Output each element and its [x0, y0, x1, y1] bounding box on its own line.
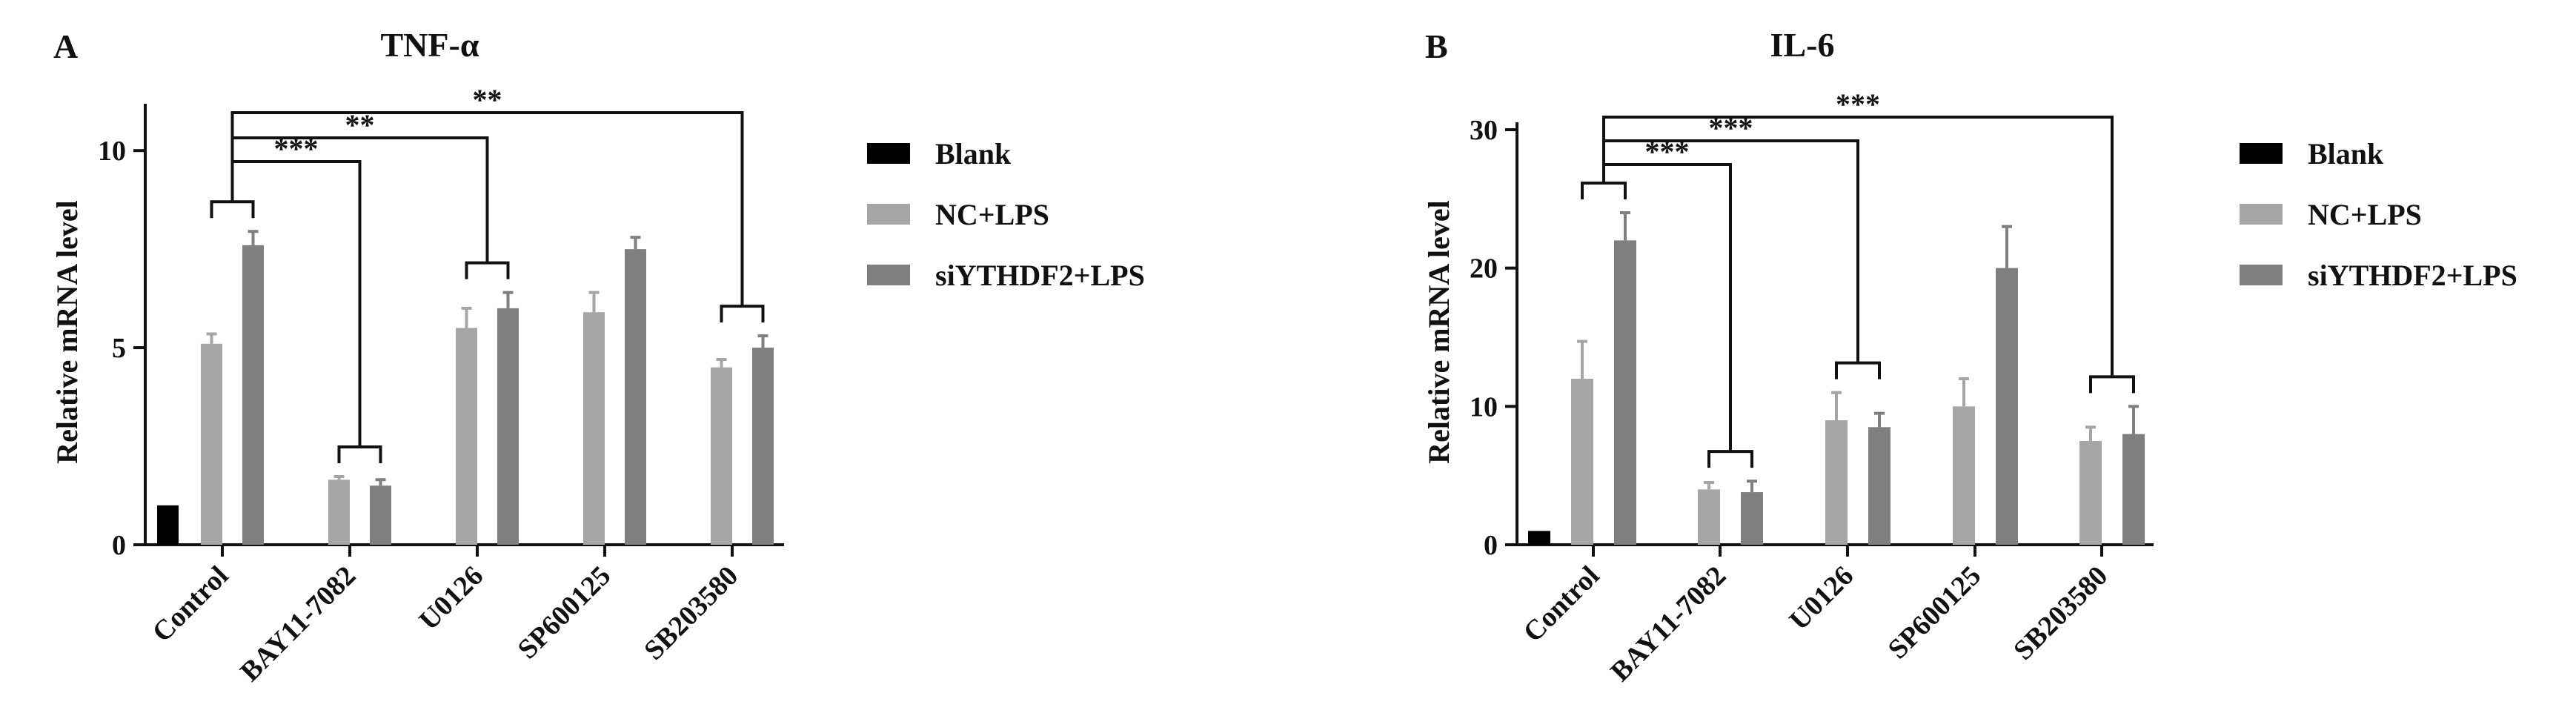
legend-swatch	[2240, 204, 2283, 225]
significance-label: **	[345, 108, 375, 142]
bar	[1825, 420, 1848, 545]
bar	[583, 312, 605, 545]
comparison-bracket	[1602, 139, 1859, 363]
y-tick-label: 0	[1484, 530, 1498, 561]
x-tick-label: U0126	[414, 560, 490, 637]
y-tick-label: 30	[1470, 115, 1498, 146]
bar	[1528, 531, 1550, 545]
significance-label: **	[473, 83, 502, 116]
legend-label: siYTHDF2+LPS	[2308, 259, 2517, 292]
comparison-bracket	[1602, 163, 1732, 452]
bar	[752, 348, 774, 545]
legend-label: Blank	[935, 137, 1012, 170]
x-tick-label: BAY11-7082	[234, 560, 362, 688]
x-tick-label: Control	[1518, 560, 1606, 649]
bar	[2079, 441, 2102, 545]
pair-bracket	[1581, 182, 1627, 199]
bar	[1571, 379, 1593, 545]
legend-swatch	[867, 143, 910, 164]
significance-label: ***	[1645, 135, 1690, 168]
legend-a: Blank NC+LPS siYTHDF2+LPS	[867, 137, 1145, 292]
bar	[370, 485, 391, 545]
x-tick-label: U0126	[1784, 560, 1860, 637]
bar	[2122, 434, 2145, 545]
significance-label: ***	[274, 132, 319, 165]
significance-label: ***	[1709, 111, 1753, 145]
legend-b: Blank NC+LPS siYTHDF2+LPS	[2240, 137, 2517, 292]
legend-label: siYTHDF2+LPS	[935, 259, 1145, 292]
legend-swatch	[867, 204, 910, 225]
pair-bracket	[720, 305, 765, 323]
x-tick-label: SP600125	[512, 560, 617, 666]
chart-title-a: TNF-α	[381, 26, 479, 64]
pair-bracket	[210, 200, 255, 219]
x-tick-label: SB203580	[638, 560, 744, 666]
y-tick-label: 20	[1470, 253, 1498, 285]
legend-label: NC+LPS	[935, 198, 1049, 231]
x-tick-label: SP600125	[1882, 560, 1988, 666]
bar	[1996, 268, 2018, 545]
panel-letter-b: B	[1425, 27, 1448, 65]
legend-label: Blank	[2308, 137, 2384, 170]
bar	[157, 505, 179, 545]
legend-swatch	[867, 265, 910, 285]
bar	[1868, 427, 1890, 545]
pair-bracket	[1707, 450, 1753, 468]
pair-bracket	[337, 445, 382, 463]
panel-b: B IL-6 Relative mRNA level 0 10 20 30 Contro…	[1422, 26, 2517, 688]
legend-label: NC+LPS	[2308, 198, 2422, 231]
legend-swatch	[2240, 143, 2283, 164]
significance-label: ***	[1836, 87, 1880, 121]
y-tick-label: 10	[1470, 391, 1498, 422]
bar	[1741, 492, 1763, 545]
y-axis-label-b: Relative mRNA level	[1422, 200, 1455, 463]
panel-letter-a: A	[53, 27, 78, 65]
bar	[328, 480, 350, 545]
bar	[456, 328, 477, 545]
pair-bracket	[2089, 375, 2135, 394]
pair-bracket	[1835, 361, 1881, 379]
legend-swatch	[2240, 265, 2283, 285]
bar	[242, 245, 264, 545]
y-tick-label: 5	[112, 333, 126, 364]
x-tick-label: BAY11-7082	[1604, 560, 1732, 688]
x-tick-label: Control	[147, 560, 235, 649]
bar	[201, 343, 222, 545]
bar	[1698, 489, 1720, 545]
bar	[625, 249, 646, 545]
bar	[497, 308, 519, 545]
bar	[711, 367, 732, 545]
x-tick-label: SB203580	[2008, 560, 2114, 666]
bar	[1953, 406, 1975, 545]
chart-title-b: IL-6	[1770, 26, 1835, 64]
y-axis-label-a: Relative mRNA level	[50, 200, 84, 463]
comparison-bracket	[230, 160, 362, 447]
bar	[1614, 240, 1636, 545]
pair-bracket	[465, 261, 510, 279]
plot-area-a: 0 5 10 Control BAY11-7082 U0126 SP600125 SB2035…	[98, 83, 784, 688]
y-tick-label: 10	[98, 136, 126, 167]
y-tick-label: 0	[112, 530, 126, 561]
